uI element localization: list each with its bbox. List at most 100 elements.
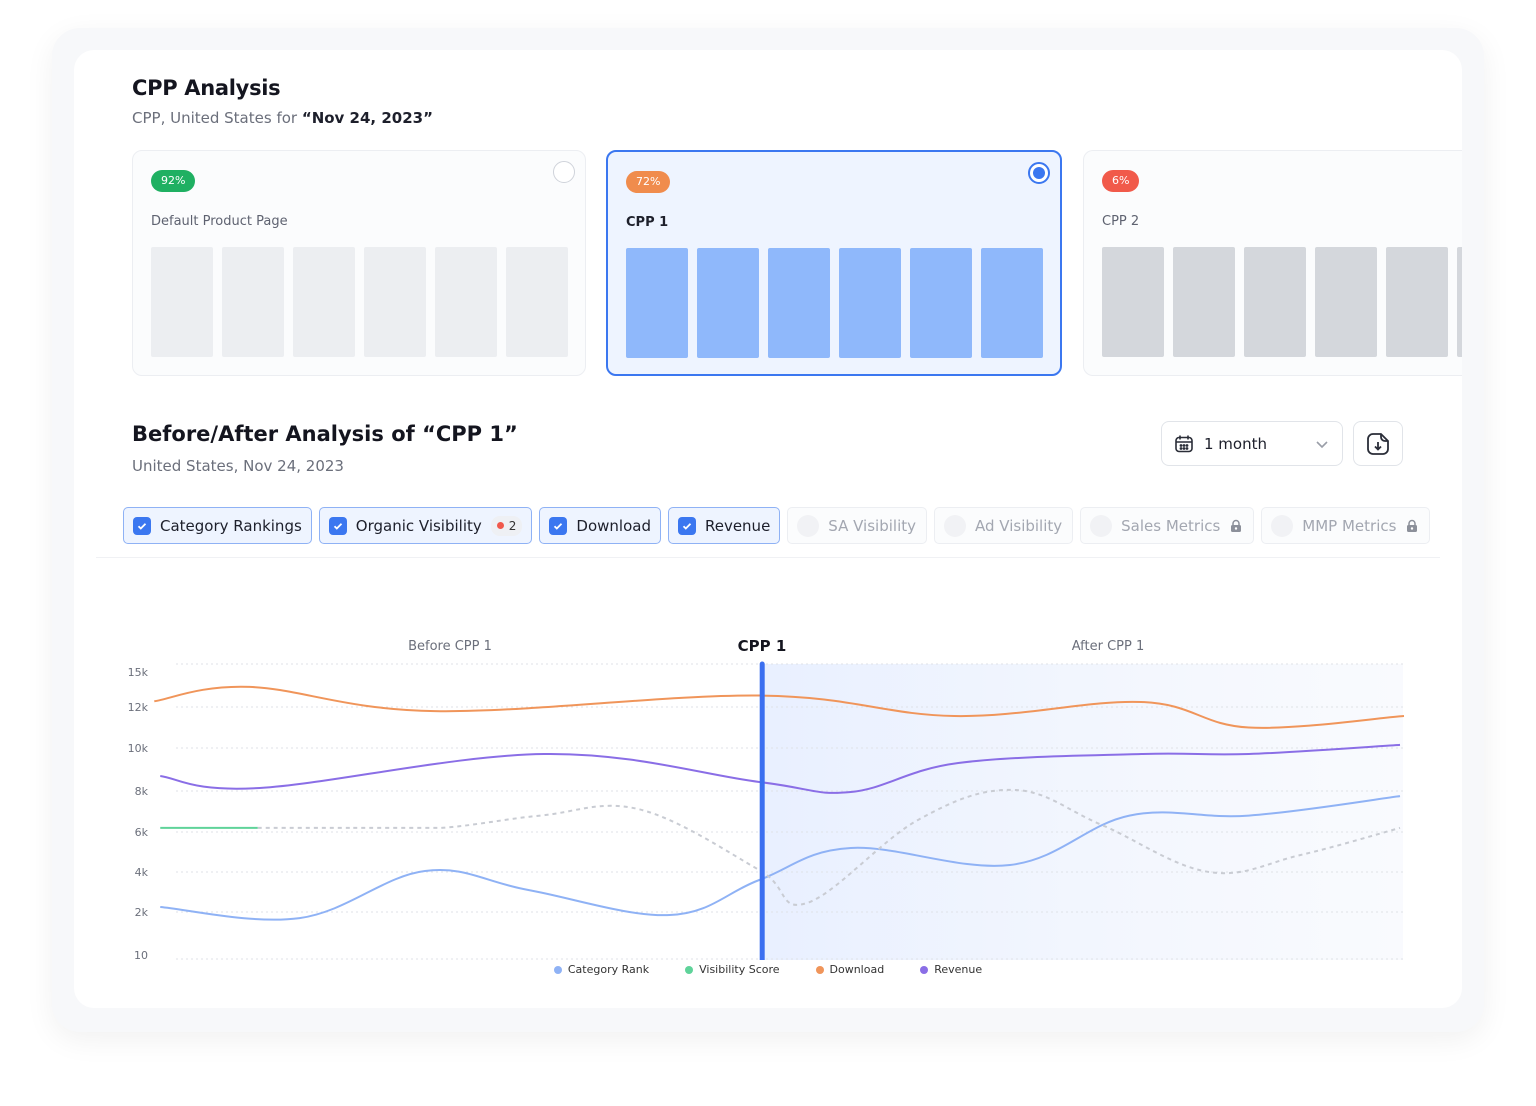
screenshot-thumbnail bbox=[293, 247, 355, 357]
line-chart: 15k12k10k8k6k4k2k1010 Nov12 Nov14 Nov16 … bbox=[128, 637, 1405, 960]
legend-item[interactable]: Download bbox=[815, 963, 885, 976]
conversion-badge: 72% bbox=[626, 171, 671, 193]
before-label: Before CPP 1 bbox=[408, 639, 492, 654]
page-name: CPP 2 bbox=[1102, 214, 1140, 229]
screenshot-thumbnail bbox=[981, 248, 1043, 358]
screenshot-thumbnail bbox=[1244, 247, 1306, 357]
y-tick-label: 15k bbox=[128, 666, 149, 679]
category-rank-line bbox=[160, 795, 1401, 921]
legend-label: Visibility Score bbox=[699, 963, 780, 976]
analysis-title: Before/After Analysis of “CPP 1” bbox=[132, 422, 518, 446]
checkbox-checked-icon[interactable] bbox=[328, 516, 347, 535]
y-tick-label: 6k bbox=[135, 826, 149, 839]
checkbox-checked-icon[interactable] bbox=[677, 516, 696, 535]
legend-label: Revenue bbox=[934, 963, 983, 976]
checkbox-checked-icon[interactable] bbox=[549, 516, 568, 535]
download-line bbox=[154, 685, 1405, 729]
select-radio[interactable] bbox=[553, 161, 575, 183]
product-page-card[interactable]: 6% CPP 2 bbox=[1083, 150, 1462, 376]
screenshot-thumbnail bbox=[506, 247, 568, 357]
page-name: CPP 1 bbox=[626, 215, 669, 230]
checkbox-empty-icon[interactable] bbox=[1090, 514, 1113, 537]
filter-label: Ad Visibility bbox=[975, 516, 1063, 535]
filter-chip[interactable]: MMP Metrics bbox=[1261, 507, 1431, 544]
screenshot-thumbnail bbox=[1315, 247, 1377, 357]
product-page-card[interactable]: 92% Default Product Page bbox=[132, 150, 586, 376]
legend-item[interactable]: Category Rank bbox=[553, 963, 650, 976]
filter-label: Download bbox=[576, 516, 651, 535]
period-value: 1 month bbox=[1204, 434, 1267, 453]
screenshot-thumbnail bbox=[626, 248, 688, 358]
filter-label: Category Rankings bbox=[160, 516, 302, 535]
count-badge: 2 bbox=[490, 515, 523, 536]
legend-item[interactable]: Visibility Score bbox=[685, 963, 780, 976]
checkbox-empty-icon[interactable] bbox=[797, 514, 820, 537]
calendar-icon bbox=[1175, 435, 1193, 452]
legend-dot-icon bbox=[815, 965, 824, 974]
checkbox-empty-icon[interactable] bbox=[944, 514, 966, 537]
checkbox-empty-icon[interactable] bbox=[1271, 514, 1294, 537]
filter-label: MMP Metrics bbox=[1302, 516, 1397, 535]
filter-label: Organic Visibility bbox=[355, 516, 482, 535]
conversion-badge: 6% bbox=[1102, 170, 1140, 192]
product-page-card[interactable]: 72% CPP 1 bbox=[606, 150, 1062, 376]
export-button[interactable] bbox=[1353, 421, 1403, 466]
period-dropdown[interactable]: 1 month bbox=[1161, 421, 1343, 466]
page-name: Default Product Page bbox=[151, 214, 288, 229]
filter-chip[interactable]: Ad Visibility bbox=[934, 507, 1074, 544]
y-tick-label: 4k bbox=[135, 866, 149, 879]
legend-label: Download bbox=[829, 963, 885, 976]
cpp-marker-label: CPP 1 bbox=[738, 637, 787, 655]
cpp-analysis-panel: CPP Analysis CPP, United States for “Nov… bbox=[74, 50, 1462, 1008]
thumbnails bbox=[626, 248, 1043, 358]
y-tick-label: 2k bbox=[135, 906, 149, 919]
filter-chip[interactable]: Download bbox=[539, 507, 661, 544]
filter-chip[interactable]: Category Rankings bbox=[123, 507, 312, 544]
screenshot-thumbnail bbox=[768, 248, 830, 358]
checkbox-checked-icon[interactable] bbox=[133, 516, 151, 535]
conversion-badge: 92% bbox=[151, 170, 196, 192]
screenshot-thumbnail bbox=[1386, 247, 1448, 357]
filter-chip[interactable]: Revenue bbox=[667, 507, 781, 544]
y-tick-label: 8k bbox=[135, 785, 149, 798]
screenshot-thumbnail bbox=[364, 247, 426, 357]
select-radio[interactable] bbox=[1028, 162, 1050, 184]
revenue-line bbox=[160, 743, 1401, 794]
screenshot-thumbnail bbox=[697, 248, 759, 358]
chevron-down-icon bbox=[1316, 440, 1328, 448]
filter-chip[interactable]: Organic Visibility 2 bbox=[318, 507, 533, 544]
filter-chip[interactable]: SA Visibility bbox=[787, 507, 927, 544]
legend-dot-icon bbox=[553, 965, 562, 974]
analysis-subtitle: United States, Nov 24, 2023 bbox=[132, 457, 344, 475]
thumbnails bbox=[1102, 247, 1462, 357]
screenshot-thumbnail bbox=[435, 247, 497, 357]
legend-dot-icon bbox=[920, 965, 929, 974]
y-tick-label: 12k bbox=[128, 701, 149, 714]
screenshot-thumbnail bbox=[222, 247, 284, 357]
filter-chip[interactable]: Sales Metrics bbox=[1080, 507, 1255, 544]
thumbnails bbox=[151, 247, 568, 357]
screenshot-thumbnail bbox=[1102, 247, 1164, 357]
screenshot-thumbnail bbox=[1173, 247, 1235, 357]
after-label: After CPP 1 bbox=[1072, 639, 1145, 654]
file-download-icon bbox=[1367, 432, 1389, 455]
after-period-shading bbox=[762, 664, 1403, 960]
divider bbox=[96, 557, 1440, 558]
filter-label: Sales Metrics bbox=[1121, 516, 1221, 535]
legend-item[interactable]: Revenue bbox=[920, 963, 982, 976]
missing-data-segment bbox=[353, 788, 1401, 906]
page-subtitle: CPP, United States for “Nov 24, 2023” bbox=[132, 109, 433, 127]
y-tick-label: 10 bbox=[134, 949, 148, 960]
lock-icon bbox=[1407, 519, 1418, 532]
screenshot-thumbnail bbox=[839, 248, 901, 358]
lock-icon bbox=[1231, 519, 1242, 532]
filter-label: SA Visibility bbox=[828, 516, 916, 535]
filter-label: Revenue bbox=[704, 516, 771, 535]
screenshot-thumbnail bbox=[1457, 247, 1462, 357]
y-tick-label: 10k bbox=[128, 742, 149, 755]
screenshot-thumbnail bbox=[910, 248, 972, 358]
page-title: CPP Analysis bbox=[132, 76, 281, 100]
screenshot-thumbnail bbox=[151, 247, 213, 357]
legend-dot-icon bbox=[685, 965, 694, 974]
legend-label: Category Rank bbox=[567, 963, 650, 976]
